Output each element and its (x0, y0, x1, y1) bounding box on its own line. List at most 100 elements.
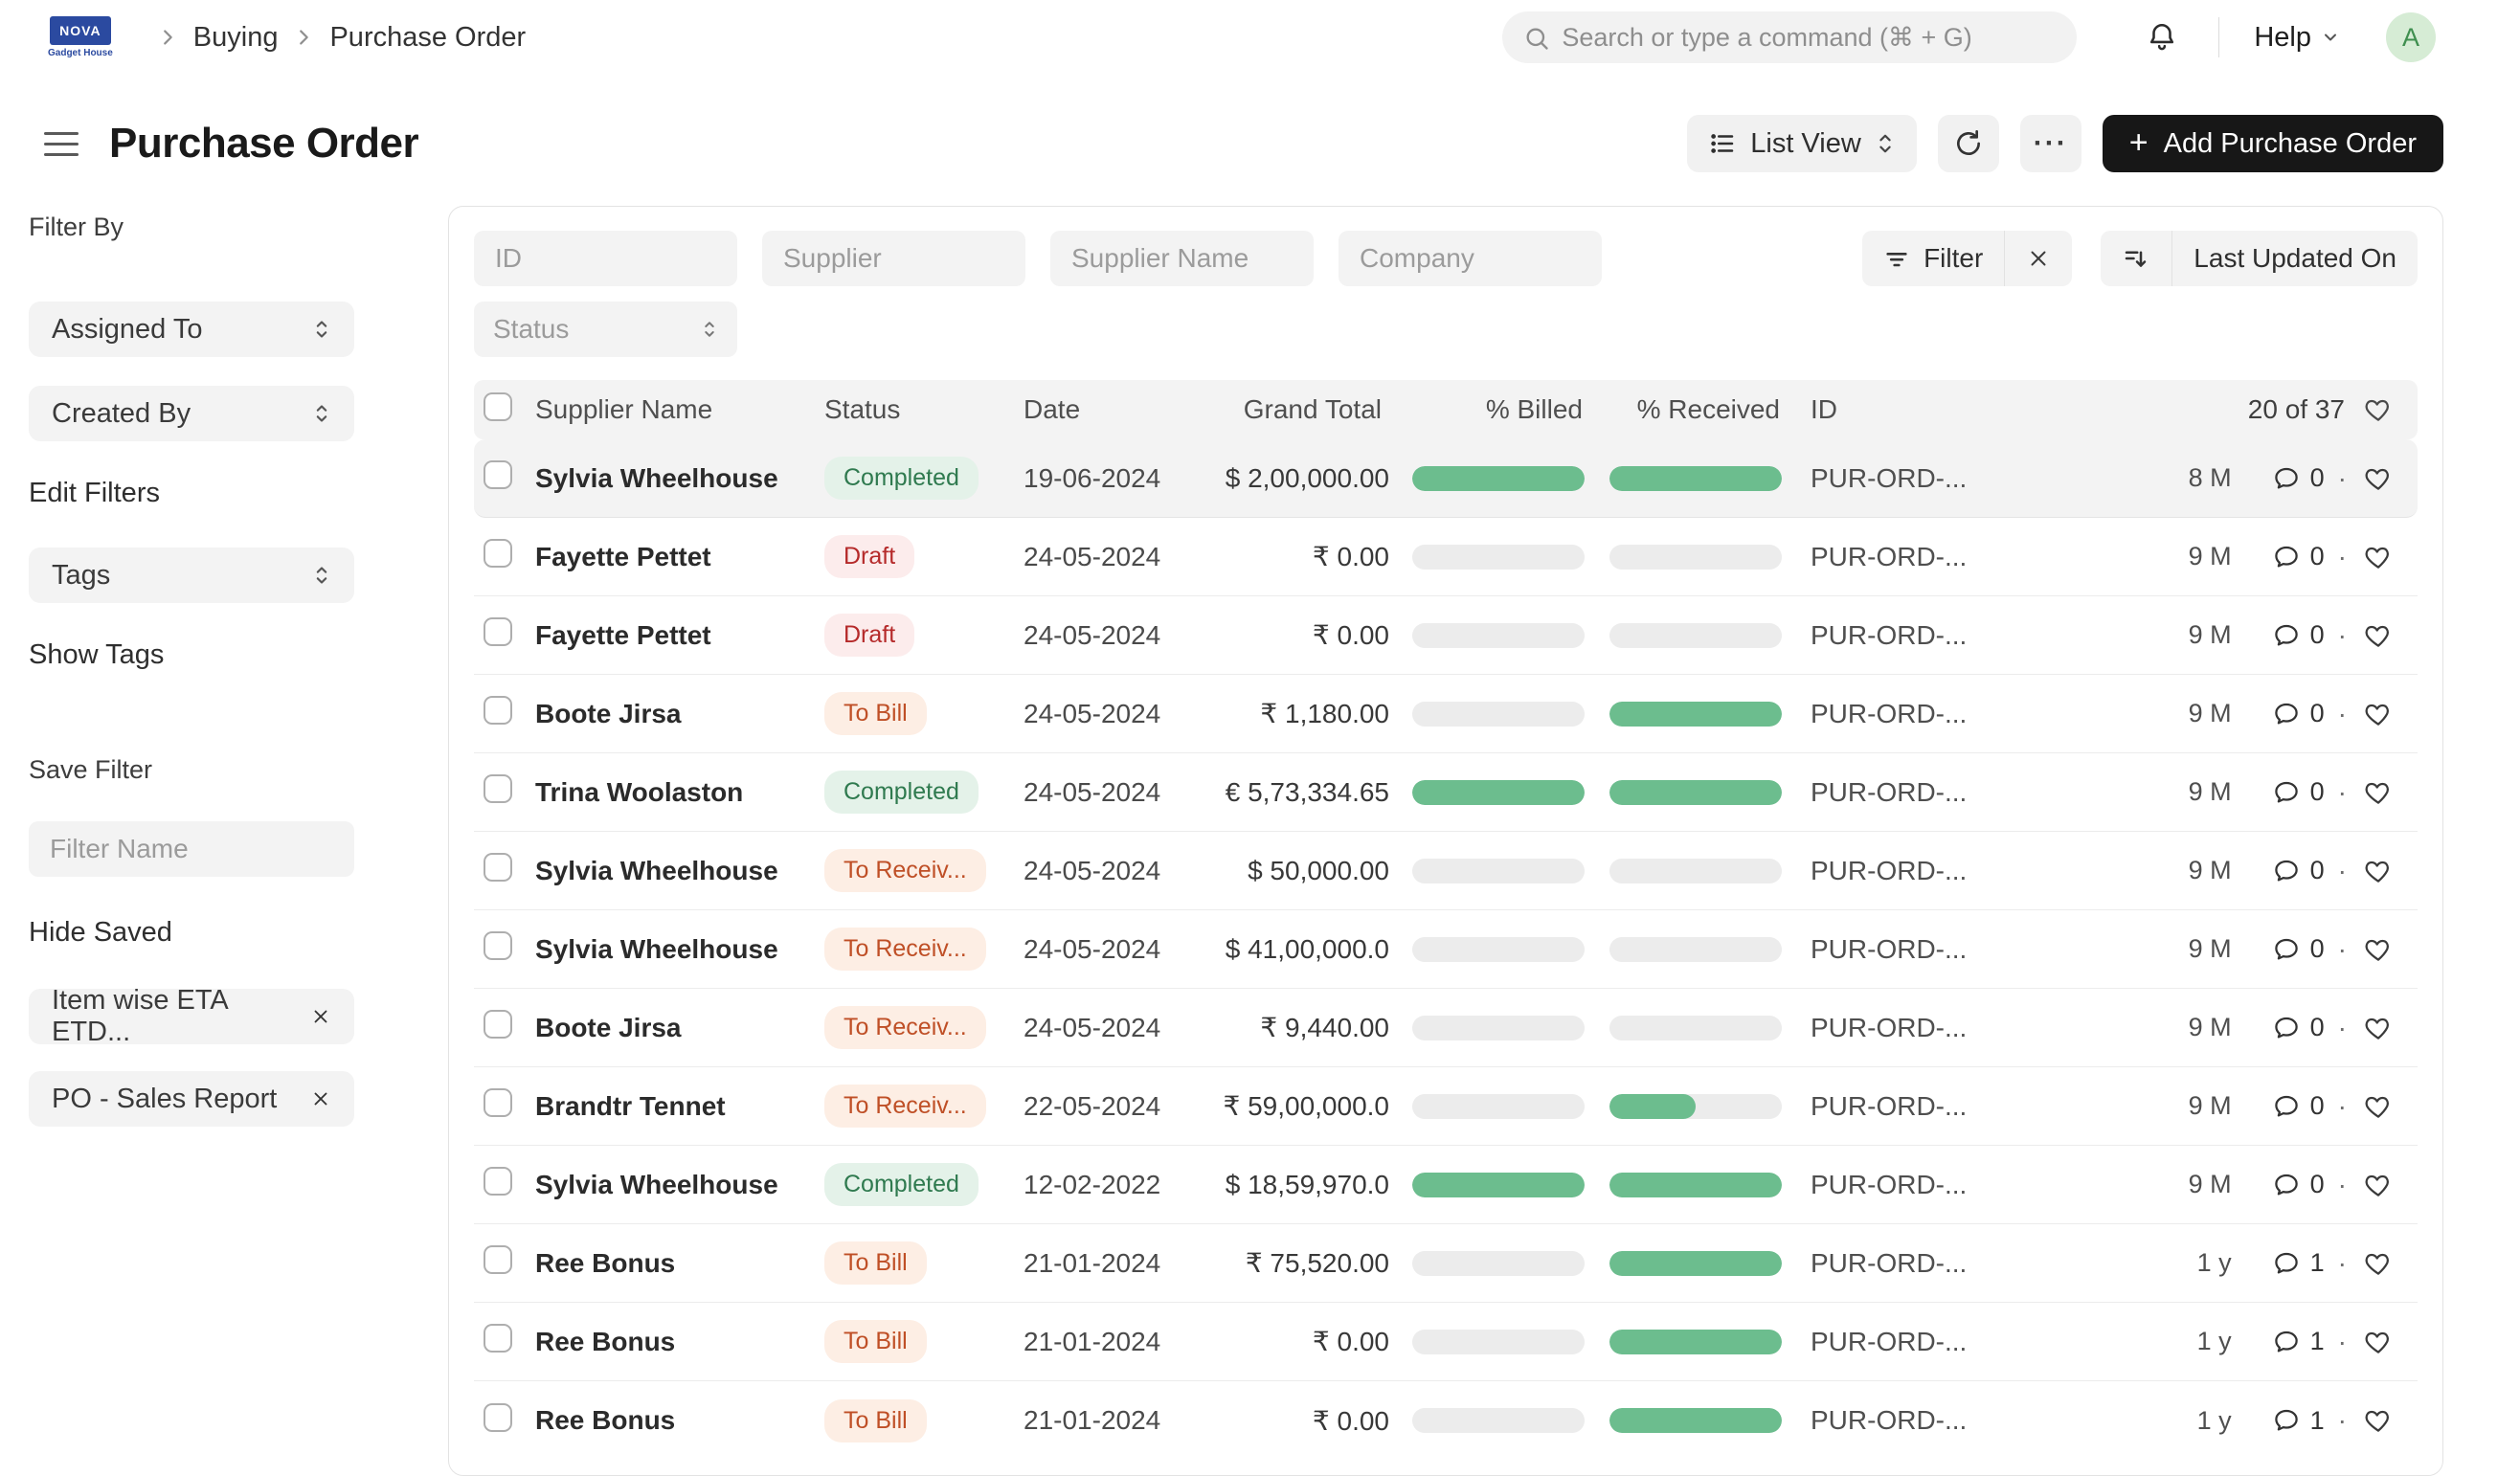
order-id-cell[interactable]: PUR-ORD-... (1811, 1405, 1968, 1435)
comments-indicator[interactable]: 0 (2272, 1013, 2325, 1042)
supplier-name-cell[interactable]: Sylvia Wheelhouse (535, 1169, 778, 1199)
column-supplier-name[interactable]: Supplier Name (535, 394, 713, 424)
order-id-cell[interactable]: PUR-ORD-... (1811, 933, 1968, 964)
table-row[interactable]: Sylvia Wheelhouse Completed 19-06-2024 $… (474, 439, 2418, 518)
table-row[interactable]: Sylvia Wheelhouse To Receiv... 24-05-202… (474, 832, 2418, 910)
order-id-cell[interactable]: PUR-ORD-... (1811, 462, 1968, 493)
select-all-checkbox[interactable] (484, 391, 512, 421)
supplier-filter-input[interactable] (762, 231, 1025, 286)
like-icon[interactable] (2364, 778, 2393, 807)
order-id-cell[interactable]: PUR-ORD-... (1811, 541, 1968, 571)
like-icon[interactable] (2364, 1092, 2393, 1121)
row-checkbox[interactable] (484, 696, 512, 725)
saved-filter-chip[interactable]: PO - Sales Report (29, 1071, 354, 1127)
row-checkbox[interactable] (484, 1324, 512, 1353)
status-filter-select[interactable]: Status (474, 302, 737, 357)
comments-indicator[interactable]: 0 (2272, 542, 2325, 571)
column-date[interactable]: Date (1024, 394, 1081, 424)
comments-indicator[interactable]: 0 (2272, 1170, 2325, 1199)
comments-indicator[interactable]: 1 (2272, 1406, 2325, 1436)
like-icon[interactable] (2364, 1328, 2393, 1356)
comments-indicator[interactable]: 0 (2272, 620, 2325, 650)
table-row[interactable]: Boote Jirsa To Receiv... 24-05-2024 ₹ 9,… (474, 989, 2418, 1067)
clear-filter-button[interactable] (2005, 231, 2072, 286)
column-id[interactable]: ID (1811, 394, 1837, 424)
supplier-name-cell[interactable]: Sylvia Wheelhouse (535, 933, 778, 964)
remove-filter-icon[interactable] (310, 1006, 331, 1027)
order-id-cell[interactable]: PUR-ORD-... (1811, 698, 1968, 728)
table-row[interactable]: Sylvia Wheelhouse Completed 12-02-2022 $… (474, 1146, 2418, 1224)
row-checkbox[interactable] (484, 774, 512, 803)
search-input[interactable] (1502, 11, 2078, 63)
supplier-name-cell[interactable]: Fayette Pettet (535, 541, 711, 571)
comments-indicator[interactable]: 0 (2272, 1091, 2325, 1121)
notifications-bell-icon[interactable] (2146, 21, 2178, 54)
column-grand-total[interactable]: Grand Total (1243, 394, 1382, 424)
show-tags-link[interactable]: Show Tags (29, 639, 165, 670)
like-icon[interactable] (2364, 621, 2393, 650)
created-by-dropdown[interactable]: Created By (29, 386, 354, 441)
company-logo[interactable]: NOVA Gadget House (48, 16, 113, 58)
add-purchase-order-button[interactable]: + Add Purchase Order (2102, 115, 2443, 172)
supplier-name-cell[interactable]: Fayette Pettet (535, 619, 711, 650)
like-icon[interactable] (2364, 700, 2393, 728)
supplier-name-filter-input[interactable] (1050, 231, 1314, 286)
saved-filter-chip[interactable]: Item wise ETA ETD... (29, 985, 354, 1047)
row-checkbox[interactable] (484, 853, 512, 882)
supplier-name-cell[interactable]: Sylvia Wheelhouse (535, 462, 778, 493)
row-checkbox[interactable] (484, 460, 512, 489)
table-row[interactable]: Ree Bonus To Bill 21-01-2024 ₹ 0.00 PUR-… (474, 1381, 2418, 1460)
breadcrumb-buying[interactable]: Buying (192, 21, 279, 53)
help-menu[interactable]: Help (2254, 22, 2340, 54)
comments-indicator[interactable]: 1 (2272, 1248, 2325, 1278)
comments-indicator[interactable]: 0 (2272, 699, 2325, 728)
refresh-button[interactable] (1937, 115, 1999, 172)
like-icon[interactable] (2364, 935, 2393, 964)
filter-button[interactable]: Filter (1862, 231, 2004, 286)
like-icon[interactable] (2364, 1249, 2393, 1278)
like-icon[interactable] (2364, 1014, 2393, 1042)
edit-filters-link[interactable]: Edit Filters (29, 478, 160, 508)
id-filter-input[interactable] (474, 231, 737, 286)
table-row[interactable]: Ree Bonus To Bill 21-01-2024 ₹ 75,520.00… (474, 1224, 2418, 1303)
row-checkbox[interactable] (484, 1010, 512, 1039)
view-switcher-button[interactable]: List View (1687, 115, 1917, 172)
table-row[interactable]: Fayette Pettet Draft 24-05-2024 ₹ 0.00 P… (474, 518, 2418, 596)
order-id-cell[interactable]: PUR-ORD-... (1811, 1169, 1968, 1199)
like-icon[interactable] (2364, 857, 2393, 885)
table-row[interactable]: Sylvia Wheelhouse To Receiv... 24-05-202… (474, 910, 2418, 989)
supplier-name-cell[interactable]: Ree Bonus (535, 1247, 676, 1278)
column-status[interactable]: Status (824, 394, 901, 424)
comments-indicator[interactable]: 1 (2272, 1327, 2325, 1356)
column-received[interactable]: % Received (1636, 394, 1780, 424)
row-checkbox[interactable] (484, 1245, 512, 1274)
order-id-cell[interactable]: PUR-ORD-... (1811, 776, 1968, 807)
liked-filter-icon[interactable] (2364, 395, 2393, 424)
breadcrumb-purchase-order[interactable]: Purchase Order (329, 21, 527, 53)
user-avatar[interactable]: A (2386, 12, 2436, 62)
global-search[interactable] (1502, 11, 2078, 63)
like-icon[interactable] (2364, 1171, 2393, 1199)
order-id-cell[interactable]: PUR-ORD-... (1811, 855, 1968, 885)
order-id-cell[interactable]: PUR-ORD-... (1811, 1012, 1968, 1042)
table-row[interactable]: Brandtr Tennet To Receiv... 22-05-2024 ₹… (474, 1067, 2418, 1146)
table-row[interactable]: Fayette Pettet Draft 24-05-2024 ₹ 0.00 P… (474, 596, 2418, 675)
comments-indicator[interactable]: 0 (2272, 856, 2325, 885)
order-id-cell[interactable]: PUR-ORD-... (1811, 1247, 1968, 1278)
order-id-cell[interactable]: PUR-ORD-... (1811, 619, 1968, 650)
hide-saved-link[interactable]: Hide Saved (29, 917, 172, 948)
row-checkbox[interactable] (484, 617, 512, 646)
like-icon[interactable] (2364, 543, 2393, 571)
row-checkbox[interactable] (484, 1402, 512, 1432)
order-id-cell[interactable]: PUR-ORD-... (1811, 1090, 1968, 1121)
like-icon[interactable] (2364, 464, 2393, 493)
sort-field-button[interactable]: Last Updated On (2172, 231, 2418, 286)
row-checkbox[interactable] (484, 1167, 512, 1196)
row-checkbox[interactable] (484, 1088, 512, 1117)
comments-indicator[interactable]: 0 (2272, 777, 2325, 807)
comments-indicator[interactable]: 0 (2272, 934, 2325, 964)
company-filter-input[interactable] (1339, 231, 1602, 286)
assigned-to-dropdown[interactable]: Assigned To (29, 302, 354, 357)
remove-filter-icon[interactable] (310, 1088, 331, 1109)
supplier-name-cell[interactable]: Boote Jirsa (535, 1012, 682, 1042)
